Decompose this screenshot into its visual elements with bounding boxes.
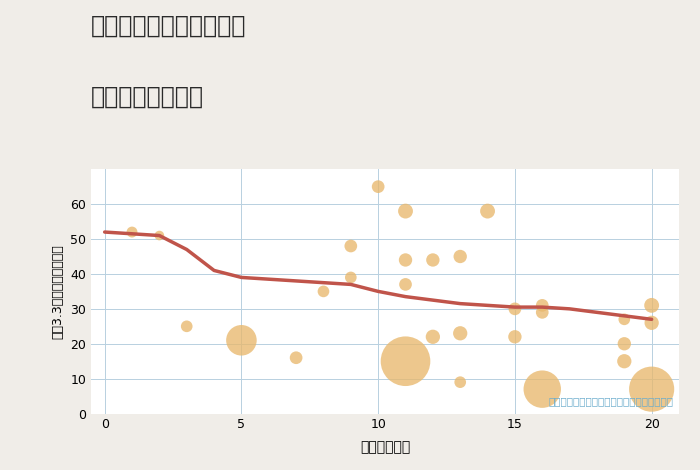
Point — [181, 322, 193, 330]
Point — [646, 385, 657, 393]
Point — [454, 378, 466, 386]
Point — [537, 309, 548, 316]
Point — [537, 302, 548, 309]
Point — [236, 337, 247, 344]
Point — [510, 333, 521, 341]
Point — [318, 288, 329, 295]
Point — [400, 207, 411, 215]
X-axis label: 駅距離（分）: 駅距離（分） — [360, 440, 410, 454]
Point — [619, 340, 630, 347]
Point — [454, 253, 466, 260]
Point — [427, 256, 438, 264]
Point — [290, 354, 302, 361]
Point — [482, 207, 493, 215]
Point — [400, 256, 411, 264]
Point — [510, 305, 521, 313]
Point — [372, 183, 384, 190]
Point — [345, 242, 356, 250]
Text: 駅距離別土地価格: 駅距離別土地価格 — [91, 85, 204, 109]
Point — [427, 333, 438, 341]
Point — [454, 329, 466, 337]
Point — [400, 281, 411, 288]
Point — [619, 358, 630, 365]
Point — [646, 319, 657, 327]
Point — [537, 385, 548, 393]
Point — [400, 358, 411, 365]
Point — [127, 228, 138, 236]
Point — [646, 302, 657, 309]
Text: 円の大きさは、取引のあった物件面積を示す: 円の大きさは、取引のあった物件面積を示す — [549, 397, 673, 407]
Point — [345, 274, 356, 281]
Text: 奈良県奈良市七条西町の: 奈良県奈良市七条西町の — [91, 14, 246, 38]
Y-axis label: 坪（3.3㎡）単価（万円）: 坪（3.3㎡）単価（万円） — [52, 244, 64, 339]
Point — [154, 232, 165, 239]
Point — [619, 315, 630, 323]
